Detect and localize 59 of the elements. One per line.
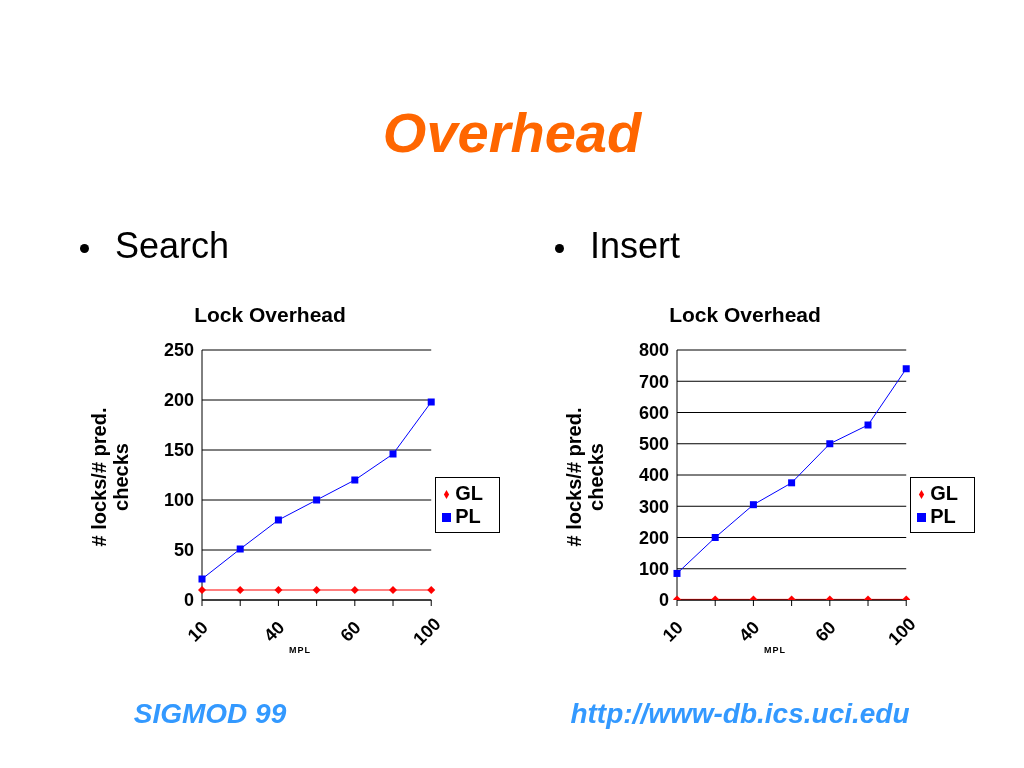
text: Overhead [381, 100, 643, 165]
chart-title: Lock Overhead [668, 303, 822, 327]
legend-label: GL [930, 482, 958, 504]
chart-subtitle: Search [115, 225, 230, 266]
y-tick-label: 400 [638, 465, 669, 486]
point [864, 421, 872, 429]
chart-title: Lock Overhead [193, 303, 347, 327]
point [198, 586, 206, 594]
point [312, 586, 321, 594]
y-tick-label: 800 [638, 340, 669, 361]
x-tick-label: 100 [884, 613, 920, 650]
point [350, 586, 359, 594]
point [236, 586, 245, 594]
y-tick-label: 600 [638, 402, 669, 423]
y-tick-label: 100 [163, 490, 194, 511]
point [788, 479, 796, 487]
y-tick-label: 300 [638, 496, 669, 517]
point [236, 545, 244, 553]
point [673, 569, 681, 577]
point [427, 398, 435, 406]
point [274, 586, 283, 594]
x-tick-label: 40 [735, 617, 764, 646]
y-tick-label: 250 [163, 340, 194, 361]
y-tick-label: 500 [638, 434, 669, 455]
legend-label: PL [930, 505, 956, 527]
y-tick-label: 0 [183, 590, 194, 611]
y-axis-title: # locks/# pred. checks [88, 406, 132, 549]
point [427, 586, 436, 594]
y-tick-label: 50 [173, 540, 194, 561]
y-tick-label: 100 [638, 559, 669, 580]
legend-label: PL [455, 505, 481, 527]
chart-subtitle: Insert [590, 225, 681, 266]
x-tick-label: 40 [260, 617, 289, 646]
point [351, 476, 359, 484]
y-axis-title: # locks/# pred. checks [563, 406, 607, 549]
point [274, 516, 282, 524]
point [711, 534, 719, 541]
point [902, 365, 910, 373]
x-tick-label: 100 [409, 613, 445, 650]
x-tick-label: 60 [336, 617, 365, 646]
y-tick-label: 700 [638, 371, 669, 392]
point [313, 496, 321, 504]
text: http://www-db.ics.uci.edu [569, 698, 911, 730]
x-tick-label: 10 [183, 617, 212, 646]
y-tick-label: 200 [163, 390, 194, 411]
x-axis-title: MPL [288, 645, 312, 655]
x-tick-label: 60 [811, 617, 840, 646]
x-tick-label: 10 [658, 617, 687, 646]
point [826, 440, 834, 448]
y-tick-label: 200 [638, 527, 669, 548]
point [389, 586, 398, 594]
y-tick-label: 0 [658, 590, 669, 611]
x-axis-title: MPL [763, 645, 787, 655]
legend-label: GL [455, 482, 483, 504]
y-tick-label: 150 [163, 440, 194, 461]
text: SIGMOD 99 [132, 698, 288, 730]
point [749, 501, 757, 509]
point [389, 450, 397, 458]
point [198, 575, 206, 583]
